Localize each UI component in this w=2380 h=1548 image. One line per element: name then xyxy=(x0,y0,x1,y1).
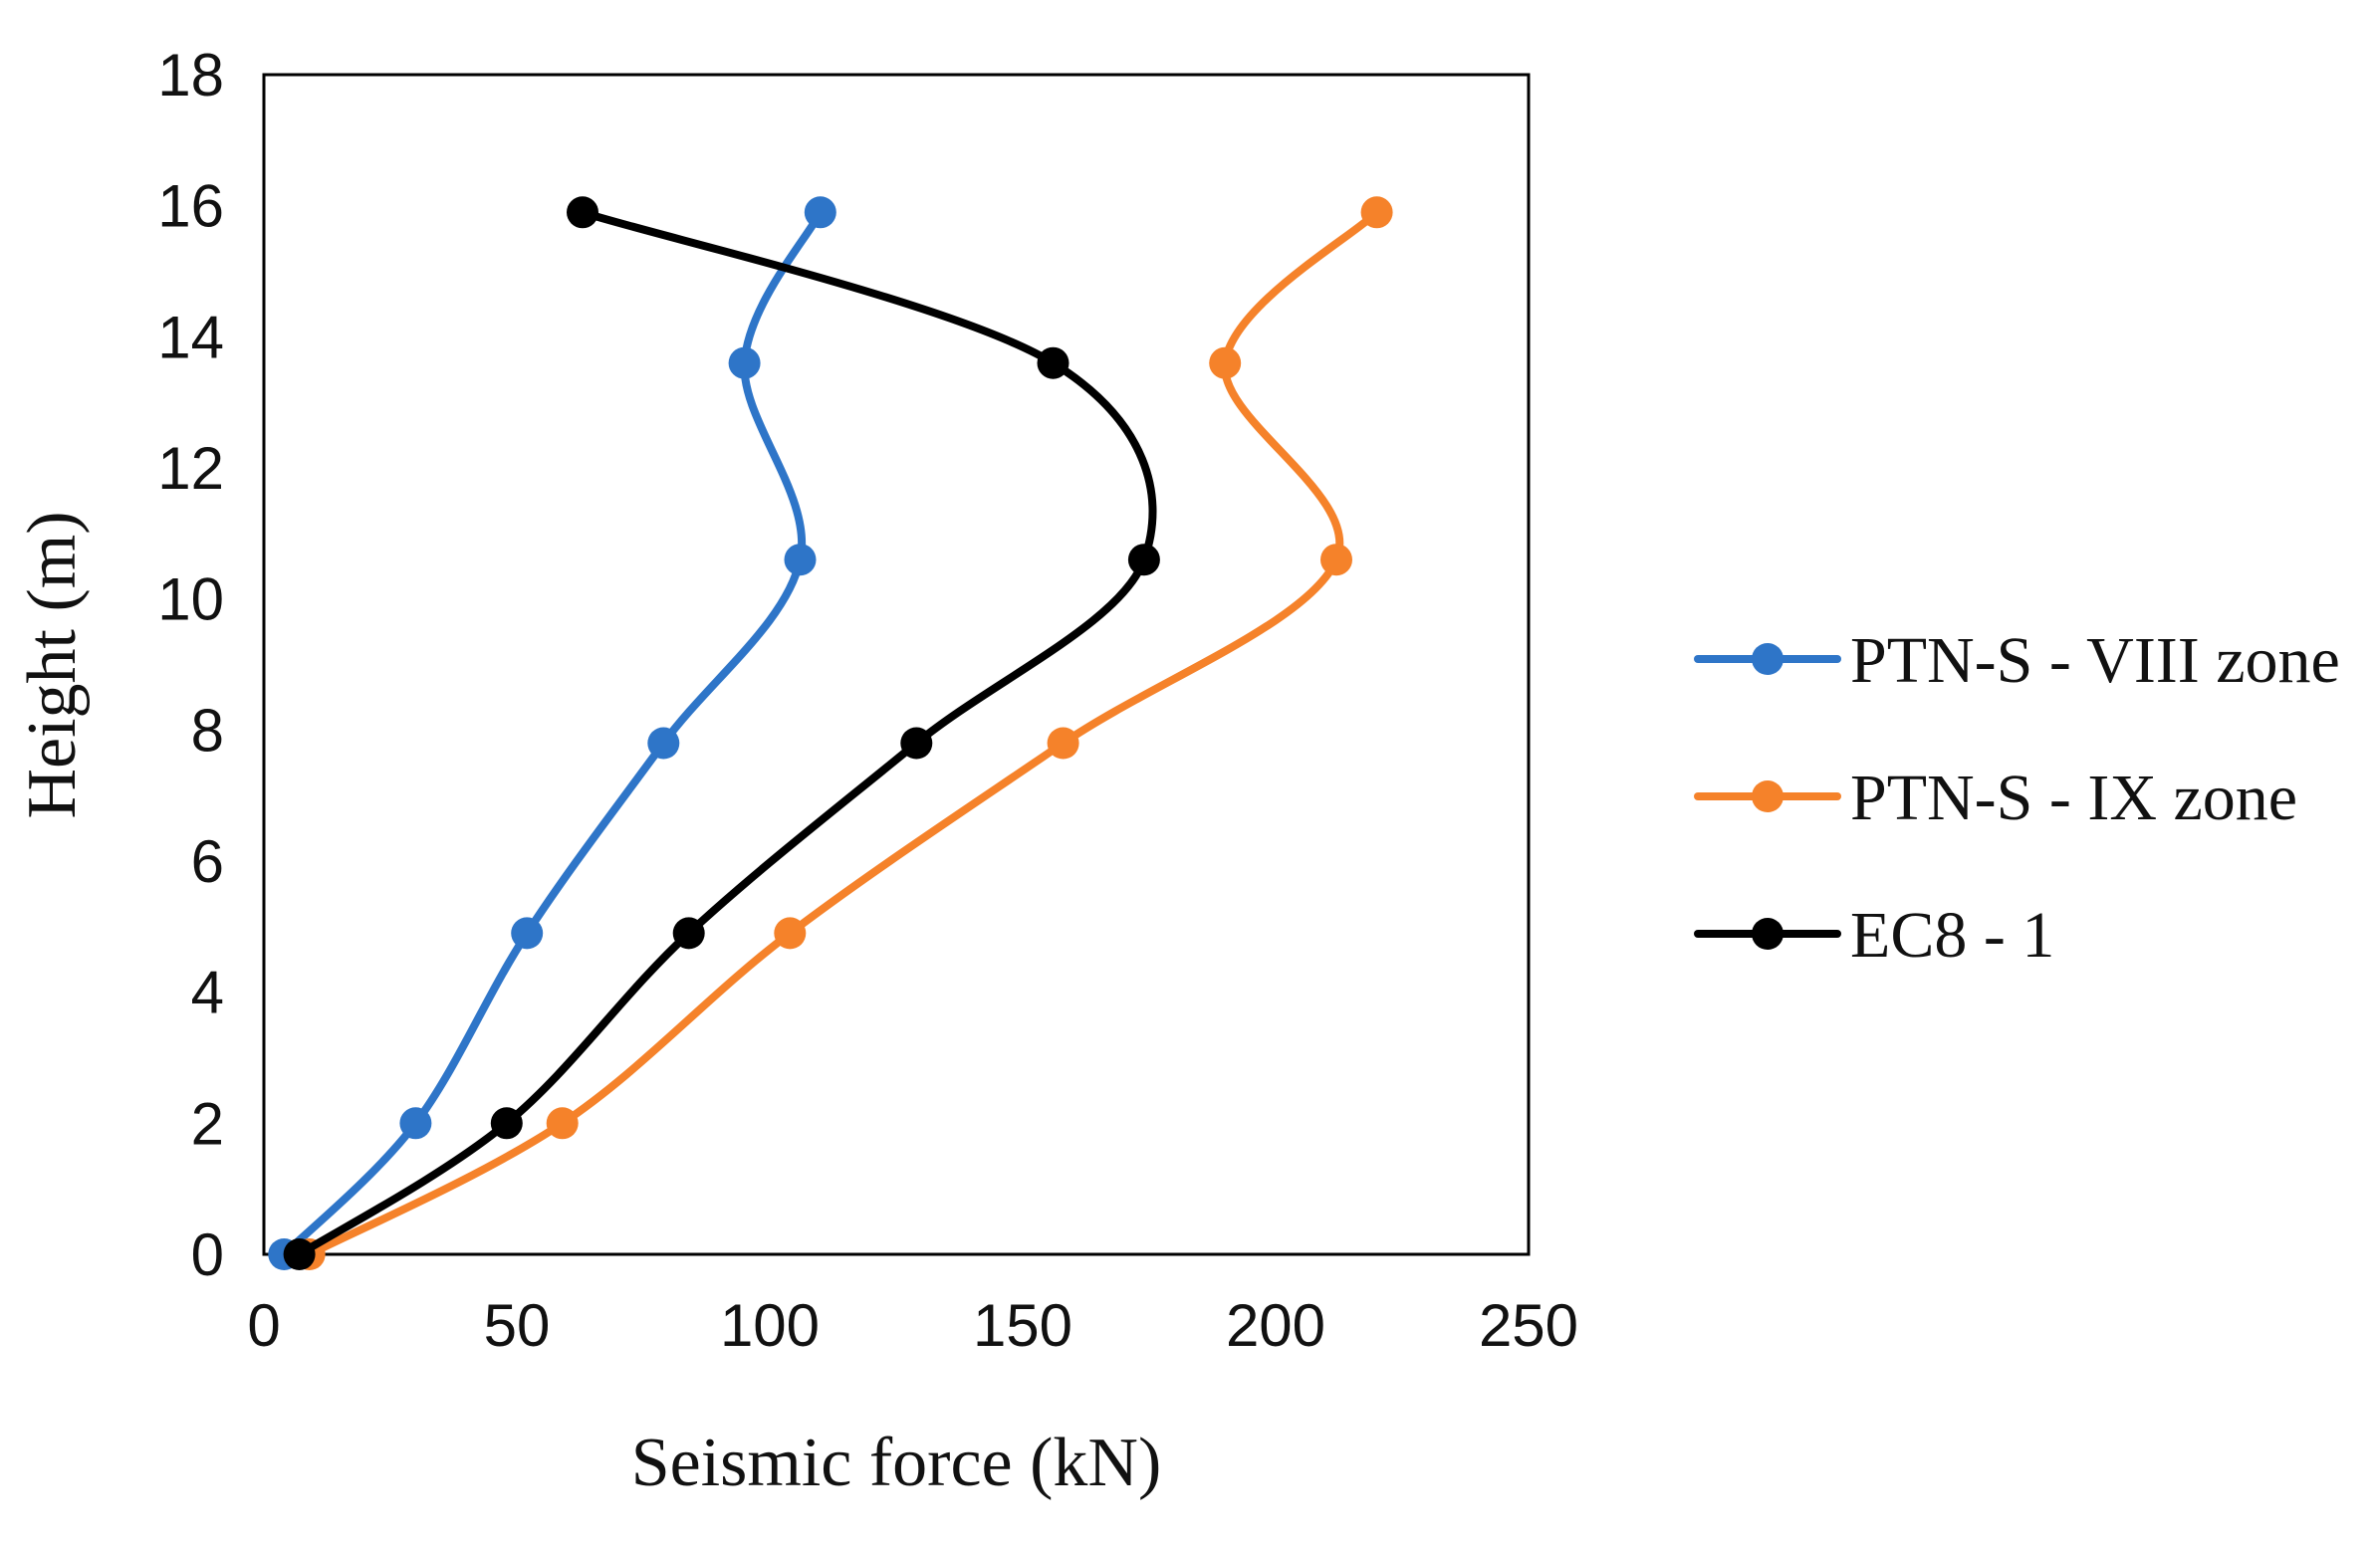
data-point xyxy=(1360,196,1393,229)
legend-label: EC8 - 1 xyxy=(1850,899,2054,972)
data-point xyxy=(283,1238,316,1270)
x-axis-ticks: 0 50 100 150 200 250 xyxy=(247,1292,1578,1359)
y-tick-label: 4 xyxy=(191,960,224,1026)
y-axis-ticks: 0 2 4 6 8 10 12 14 16 18 xyxy=(157,42,224,1288)
data-point xyxy=(900,727,933,760)
y-tick-label: 10 xyxy=(157,566,224,633)
legend-label: PTN-S - IX zone xyxy=(1850,762,2297,834)
legend-item: PTN-S - VIII zone xyxy=(1694,624,2340,697)
series-layer xyxy=(268,196,1393,1270)
series-line xyxy=(295,208,1157,1258)
data-point xyxy=(399,1107,432,1140)
data-point xyxy=(546,1107,579,1140)
series-2 xyxy=(293,196,1393,1270)
x-tick-label: 100 xyxy=(720,1292,820,1359)
data-point xyxy=(647,727,680,760)
x-tick-label: 0 xyxy=(247,1292,280,1359)
y-tick-label: 12 xyxy=(157,435,224,502)
y-tick-label: 8 xyxy=(191,697,224,764)
data-point xyxy=(1320,544,1352,576)
y-tick-label: 6 xyxy=(191,828,224,895)
y-axis-title: Height (m) xyxy=(14,511,91,818)
data-point xyxy=(490,1107,523,1140)
legend-label: PTN-S - VIII zone xyxy=(1850,624,2340,697)
data-point xyxy=(1209,346,1242,379)
data-point xyxy=(1127,544,1160,576)
legend-item: PTN-S - IX zone xyxy=(1694,762,2297,834)
y-tick-label: 18 xyxy=(157,42,224,109)
plot-area-frame xyxy=(262,73,1531,1256)
legend-marker xyxy=(1752,780,1784,812)
data-point xyxy=(728,346,761,379)
data-point xyxy=(1047,727,1079,760)
x-tick-label: 150 xyxy=(973,1292,1072,1359)
data-point xyxy=(567,196,598,229)
x-axis-title: Seismic force (kN) xyxy=(631,1425,1162,1501)
series-1 xyxy=(268,196,836,1270)
data-point xyxy=(784,544,817,576)
x-tick-label: 250 xyxy=(1479,1292,1578,1359)
series-3 xyxy=(283,196,1160,1270)
legend-marker xyxy=(1752,918,1784,950)
data-point xyxy=(774,917,807,950)
x-tick-label: 200 xyxy=(1226,1292,1325,1359)
y-tick-label: 16 xyxy=(157,173,224,240)
data-point xyxy=(1037,346,1070,379)
data-point xyxy=(804,196,836,229)
legend: PTN-S - VIII zone PTN-S - IX zone EC8 - 1 xyxy=(1694,624,2340,972)
data-point xyxy=(672,917,705,950)
x-tick-label: 50 xyxy=(484,1292,551,1359)
y-tick-label: 14 xyxy=(157,304,224,370)
data-point xyxy=(511,917,544,950)
y-tick-label: 2 xyxy=(191,1090,224,1157)
legend-marker xyxy=(1752,643,1784,675)
y-tick-label: 0 xyxy=(191,1221,224,1288)
legend-item: EC8 - 1 xyxy=(1694,899,2054,972)
